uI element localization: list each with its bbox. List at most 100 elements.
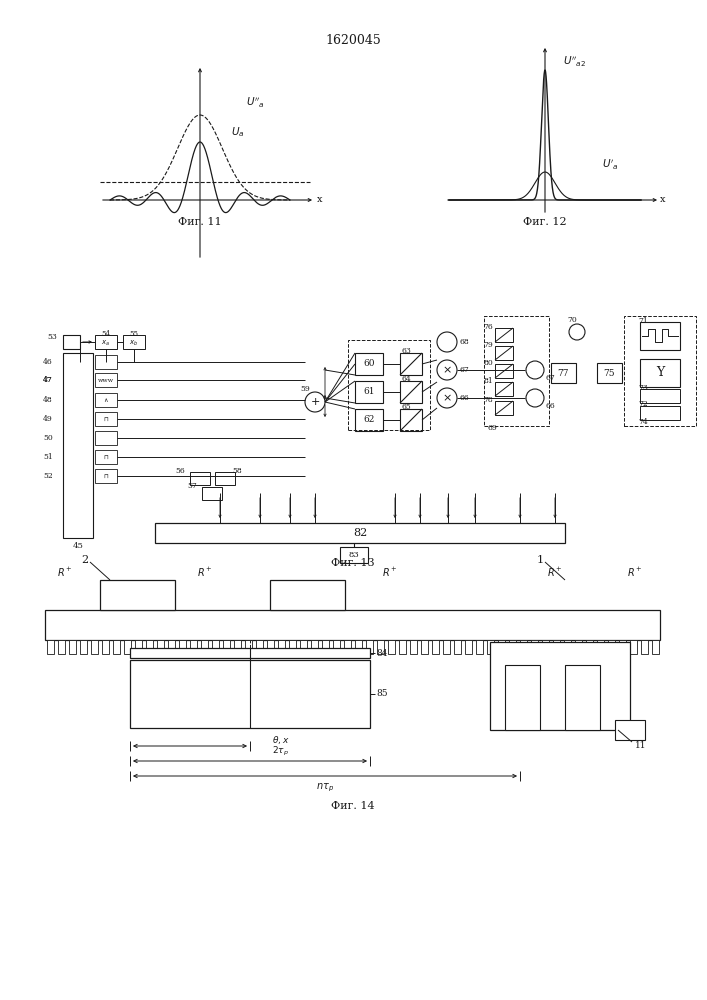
Text: 76: 76 xyxy=(484,323,493,331)
Text: $U''_{a2}$: $U''_{a2}$ xyxy=(563,55,587,69)
Bar xyxy=(95,373,117,387)
Text: 49: 49 xyxy=(43,415,53,423)
Text: $x_a$: $x_a$ xyxy=(102,338,110,348)
Bar xyxy=(201,640,208,654)
Text: 67: 67 xyxy=(546,374,556,382)
Bar xyxy=(400,353,422,375)
Bar xyxy=(410,640,417,654)
Bar xyxy=(234,640,241,654)
Bar xyxy=(102,640,109,654)
Text: 52: 52 xyxy=(43,472,53,480)
Text: 62: 62 xyxy=(363,416,375,424)
Bar xyxy=(223,640,230,654)
Text: 1: 1 xyxy=(537,555,544,565)
Text: 73: 73 xyxy=(638,384,648,392)
Bar xyxy=(564,640,571,654)
Bar xyxy=(640,389,680,403)
Text: 59: 59 xyxy=(300,385,310,393)
Bar xyxy=(58,640,65,654)
Text: $\sqcap$: $\sqcap$ xyxy=(103,472,109,480)
Bar xyxy=(432,640,439,654)
Text: $R^+$: $R^+$ xyxy=(627,565,643,579)
Bar xyxy=(400,381,422,403)
Text: 66: 66 xyxy=(546,402,556,410)
Text: Фиг. 12: Фиг. 12 xyxy=(523,217,567,227)
Bar xyxy=(640,322,680,350)
Bar xyxy=(388,640,395,654)
Text: 56: 56 xyxy=(175,467,185,475)
Text: 77: 77 xyxy=(557,368,568,377)
Text: 63: 63 xyxy=(402,347,412,355)
Bar xyxy=(270,580,345,610)
Text: 60: 60 xyxy=(363,360,375,368)
Bar xyxy=(495,364,513,378)
Bar xyxy=(202,487,222,500)
Bar xyxy=(95,335,117,349)
Text: 51: 51 xyxy=(43,453,53,461)
Text: 67: 67 xyxy=(459,366,469,374)
Bar xyxy=(476,640,483,654)
Bar xyxy=(509,640,516,654)
Bar xyxy=(531,640,538,654)
Bar xyxy=(586,640,593,654)
Text: 53: 53 xyxy=(47,333,57,341)
Bar xyxy=(135,640,142,654)
Text: x: x xyxy=(660,196,666,205)
Bar xyxy=(484,316,549,426)
Bar xyxy=(340,547,368,563)
Text: 46: 46 xyxy=(43,358,53,366)
Bar xyxy=(454,640,461,654)
Text: 54: 54 xyxy=(102,330,110,338)
Text: 78: 78 xyxy=(484,396,493,404)
Bar xyxy=(91,640,98,654)
Text: 11: 11 xyxy=(635,740,646,750)
Bar xyxy=(311,640,318,654)
Bar xyxy=(575,640,582,654)
Text: 82: 82 xyxy=(353,528,367,538)
Text: 55: 55 xyxy=(129,330,139,338)
Text: $R^+$: $R^+$ xyxy=(57,565,73,579)
Circle shape xyxy=(305,392,325,412)
Bar xyxy=(377,640,384,654)
Bar xyxy=(495,328,513,342)
Bar xyxy=(487,640,494,654)
Bar xyxy=(69,640,76,654)
Text: 79: 79 xyxy=(484,341,493,349)
Bar xyxy=(495,382,513,396)
Bar xyxy=(551,363,576,383)
Bar xyxy=(63,353,93,538)
Bar xyxy=(443,640,450,654)
Text: $U_a$: $U_a$ xyxy=(231,125,245,139)
Bar xyxy=(212,640,219,654)
Text: Y: Y xyxy=(656,366,664,379)
Bar xyxy=(168,640,175,654)
Circle shape xyxy=(526,389,544,407)
Bar xyxy=(100,580,175,610)
Text: 48: 48 xyxy=(43,396,53,404)
Bar xyxy=(146,640,153,654)
Text: 74: 74 xyxy=(638,418,648,426)
Bar xyxy=(615,720,645,740)
Bar xyxy=(641,640,648,654)
Bar xyxy=(267,640,274,654)
Text: 70: 70 xyxy=(567,316,577,324)
Text: x: x xyxy=(317,196,323,205)
Bar xyxy=(366,640,373,654)
Bar xyxy=(399,640,406,654)
Bar xyxy=(640,406,680,420)
Text: $\times$: $\times$ xyxy=(442,393,452,403)
Text: +: + xyxy=(310,397,320,407)
Circle shape xyxy=(437,360,457,380)
Bar xyxy=(215,472,235,485)
Bar xyxy=(278,640,285,654)
Bar xyxy=(95,431,117,445)
Bar xyxy=(95,450,117,464)
Text: $R^+$: $R^+$ xyxy=(382,565,398,579)
Bar xyxy=(155,523,565,543)
Bar xyxy=(421,640,428,654)
Bar xyxy=(256,640,263,654)
Text: 47: 47 xyxy=(43,376,53,384)
Text: Фиг. 11: Фиг. 11 xyxy=(178,217,222,227)
Bar xyxy=(95,412,117,426)
Bar xyxy=(348,340,430,430)
